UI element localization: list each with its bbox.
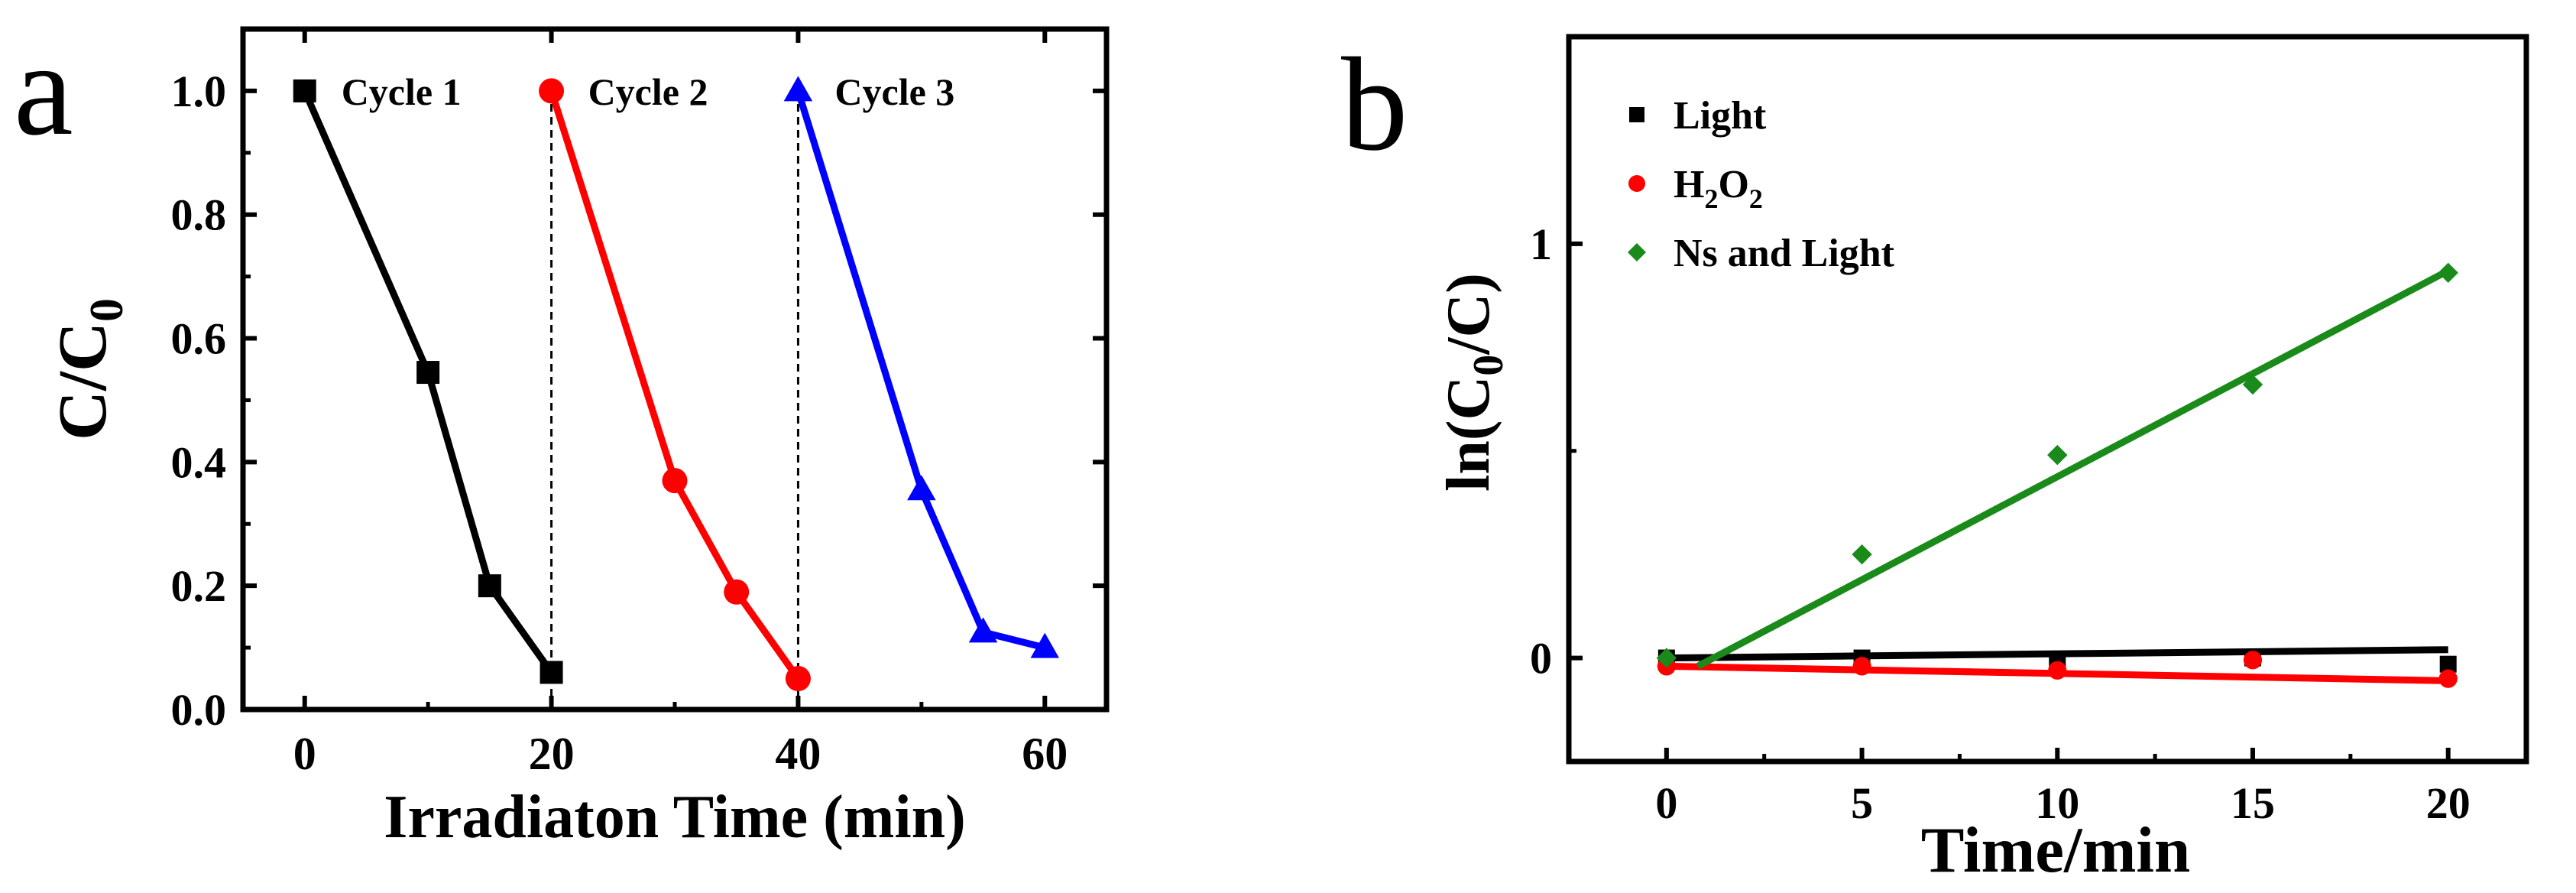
panel-b-data-point [1656,648,1677,668]
panel-b-x-axis-label: Time/min [1921,814,2191,886]
panel-a-data-point [539,78,565,104]
panel-b-legend-label: Ns and Light [1674,232,1895,275]
panel-b-series [1656,262,2458,688]
panel-a-data-point [1030,632,1060,658]
legend-subscript: 2 [1704,183,1718,214]
panel-a-y-label-main: C/C [45,322,121,440]
panel-a-series-line [548,89,802,681]
panel-b-legend-label: H2O2 [1674,163,1763,214]
panel-b-data-point [2438,669,2458,688]
panel-a-data-point [783,76,813,102]
panel-a-series-label: Cycle 1 [342,70,462,113]
legend-text-part: O [1718,163,1748,206]
panel-a-data-point [785,666,811,692]
panel-a-x-tick-label: 20 [529,729,575,779]
panel-b-data-point [2242,374,2263,395]
panel-a-data-point [724,579,750,605]
panel-a-y-tick-label: 0.0 [171,685,227,735]
panel-a-letter: a [14,15,73,163]
panel-a-y-tick-label: 0.8 [171,190,227,240]
panel-b-legend-marker [1628,243,1646,261]
panel-a-series-line [795,89,1046,651]
panel-a-y-tick-label: 0.2 [171,561,227,611]
panel-b-data-point [1852,544,1872,565]
panel-a-legend: Cycle 1 Cycle 2 Cycle 3 [342,70,955,113]
panel-a-data-point [293,79,316,102]
legend-text-part: H [1674,163,1704,206]
panel-a-series-line [301,89,555,675]
panel-b-y-tick-label: 1 [1530,219,1552,269]
panel-b-data-point [2439,655,2457,673]
panel-a-dividers [550,90,799,710]
panel-b-y-tick-label: 0 [1530,634,1552,684]
panel-a-x-axis-label: Irradiaton Time (min) [384,784,965,851]
panel-a-x-tick-label: 40 [775,729,821,779]
panel-a-data-point [662,468,688,494]
panel-b-x-tick-label: 5 [1851,778,1873,828]
panel-b-x-tick-label: 15 [2231,778,2275,828]
panel-a-data-point [416,361,440,385]
legend-subscript: 2 [1749,183,1763,214]
panel-b-data-point [2048,661,2067,680]
panel-a-x-tick-label: 0 [293,729,316,779]
panel-a-axes: 0.0 0.2 0.4 0.6 0.8 1.0 0 20 40 60 [171,29,1107,779]
panel-b-x-tick-label: 10 [2035,778,2079,828]
panel-a-data-point [907,475,936,501]
panel-b-fit-line [1696,268,2450,670]
panel-b-axes: 010 5 10 15 20 [1530,219,2471,828]
panel-b-y-label-post: /C) [1435,273,1502,356]
panel-b-frame [1566,34,2529,765]
panel-b-y-label-pre: ln(C [1435,376,1502,492]
panel-a-y-axis-label: C/C0 [45,298,133,440]
panel-a-series-label: Cycle 2 [588,70,708,113]
panel-a-y-tick-label: 0.6 [171,314,227,364]
panel-a: a 0.00.20.40.60.81.00 20 40 60 Cycle 1 Cycle… [14,15,1110,851]
panel-b-legend-marker [1629,107,1644,122]
panel-b-x-tick-label: 20 [2426,778,2471,828]
panel-a-data-point [968,617,998,643]
panel-a-x-tick-label: 60 [1022,729,1068,779]
panel-a-y-tick-label: 0.4 [171,437,227,487]
panel-b-legend-marker [1628,175,1645,192]
panel-b-y-axis-label: ln(C0/C) [1435,273,1512,492]
panel-a-series [293,76,1060,692]
panel-b-legend-label: Light [1674,94,1767,138]
panel-a-frame [240,26,1110,713]
panel-b-data-point [2243,651,2263,670]
panel-a-y-tick-label: 1.0 [171,67,227,116]
panel-a-y-label-sub: 0 [81,298,133,322]
panel-a-data-point [540,661,563,684]
panel-b-data-point [1852,657,1871,676]
panel-b-letter: b [1341,30,1408,178]
panel-b-x-tick-label: 0 [1655,778,1677,828]
panel-a-data-point [478,574,501,598]
panel-a-series-label: Cycle 3 [834,70,954,113]
panel-b-y-label-sub: 0 [1465,355,1512,376]
panel-b-data-point [2047,444,2068,466]
panel-b-data-point [2438,262,2458,283]
